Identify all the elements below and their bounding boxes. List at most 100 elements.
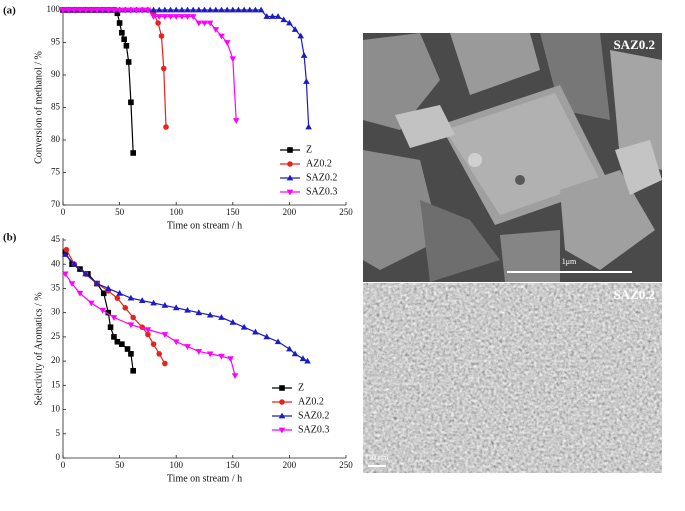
marker [144,327,152,334]
marker [127,322,135,329]
marker [158,33,165,39]
marker [65,7,72,14]
marker [280,16,288,23]
axis-line [62,8,346,206]
marker [303,78,310,84]
marker [172,14,180,20]
marker [235,6,242,13]
marker [278,427,286,434]
marker [206,311,214,318]
marker [287,147,293,153]
marker [119,29,125,36]
marker [286,19,293,26]
marker [76,7,84,14]
marker [279,385,285,391]
marker [162,360,168,367]
marker [111,334,117,340]
marker [110,315,118,321]
x-tick-label: 100 [169,207,183,217]
legend-label: SAZ0.2 [298,410,329,421]
marker [130,314,136,321]
marker [116,20,123,26]
marker [218,314,225,320]
marker [155,6,163,13]
marker [263,13,271,19]
marker [246,6,254,13]
marker [305,123,312,130]
y-axis-label: Conversion of methanol / % [33,51,44,164]
marker [104,285,112,291]
marker [287,161,293,167]
series-line [64,251,134,371]
x-tick-label: 0 [61,207,66,217]
marker [291,26,299,32]
marker [71,260,78,267]
marker [240,6,248,13]
marker [150,299,157,306]
y-tick-label: 75 [51,167,61,177]
marker [299,355,307,362]
marker [88,300,95,307]
marker [114,10,121,17]
marker [110,7,118,14]
y-tick-label: 70 [51,199,61,209]
marker [167,14,174,20]
marker [104,7,112,14]
marker [178,14,186,20]
marker [116,7,123,14]
x-tick-label: 0 [61,460,66,470]
marker [212,6,220,13]
marker [133,7,140,14]
panel-label: (a) [3,5,16,17]
marker [286,345,293,352]
marker [227,356,234,363]
marker [300,52,308,58]
marker [76,290,84,297]
legend-label: SAZ0.3 [306,186,337,197]
marker [125,59,132,65]
marker [195,20,203,27]
marker [229,318,237,325]
marker [223,40,231,46]
marker [138,7,146,14]
marker [201,20,208,27]
marker [100,290,107,297]
marker [231,373,239,380]
y-tick-label: 35 [51,283,61,293]
y-tick-label: 45 [51,234,61,244]
marker [223,6,231,13]
marker [82,270,89,277]
legend-label: SAZ0.2 [306,172,337,183]
x-axis-label: Time on stream / h [167,220,242,231]
marker [218,353,225,360]
marker [160,65,167,72]
marker [99,307,106,314]
series-line [63,9,237,121]
panel-label: (b) [3,232,17,244]
marker [124,346,131,352]
marker [130,150,136,156]
y-tick-label: 95 [51,37,61,47]
marker [297,32,305,39]
marker [304,357,311,364]
marker [130,368,136,374]
marker [269,13,276,19]
marker [201,6,208,13]
marker [189,14,197,20]
x-tick-label: 200 [283,460,297,470]
marker [195,349,203,355]
marker [116,289,123,296]
marker [155,14,163,20]
y-tick-label: 25 [51,331,61,341]
marker [184,6,191,13]
marker [114,338,121,345]
marker [128,351,134,357]
marker [61,251,69,257]
marker [161,302,169,308]
marker [128,99,134,106]
y-tick-label: 90 [51,69,61,79]
marker [257,6,265,13]
marker [195,309,203,316]
marker [155,20,161,26]
